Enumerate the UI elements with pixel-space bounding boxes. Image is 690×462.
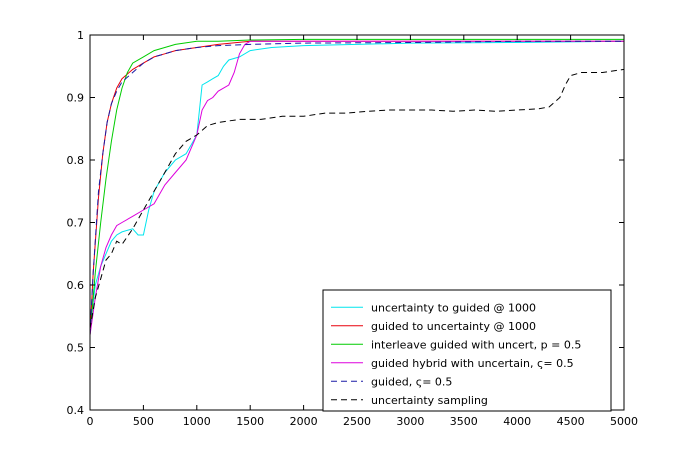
legend-label-0: uncertainty to guided @ 1000 xyxy=(371,301,536,314)
x-tick-label: 1000 xyxy=(183,415,211,428)
y-tick-label: 0.8 xyxy=(67,154,85,167)
y-tick-label: 1 xyxy=(77,29,84,42)
legend: uncertainty to guided @ 1000 guided to un… xyxy=(322,289,612,412)
y-tick-label: 0.5 xyxy=(67,342,85,355)
x-tick-label: 2500 xyxy=(343,415,371,428)
series-line-2 xyxy=(89,38,624,336)
x-tick-label: 4500 xyxy=(557,415,585,428)
x-tick-label: 4000 xyxy=(503,415,531,428)
series-line-4 xyxy=(89,40,624,336)
y-tick-label: 0.6 xyxy=(67,279,85,292)
x-tick-label: 3000 xyxy=(396,415,424,428)
x-tick-label: 2000 xyxy=(290,415,318,428)
x-tick-label: 500 xyxy=(133,415,154,428)
y-tick-label: 0.7 xyxy=(67,217,85,230)
legend-box xyxy=(322,289,612,412)
series-line-5 xyxy=(89,68,625,329)
legend-label-5: uncertainty sampling xyxy=(371,394,488,407)
series-layer xyxy=(89,38,625,336)
legend-label-4: guided, ς= 0.5 xyxy=(371,375,452,388)
axes: 0 500 1000 1500 2000 2500 3000 3500 4000 4500 5000… xyxy=(67,29,639,428)
x-tick-label: 1500 xyxy=(236,415,264,428)
series-line-0 xyxy=(89,40,625,329)
y-tick-label: 0.9 xyxy=(67,92,85,105)
x-tick-label: 3500 xyxy=(450,415,478,428)
y-tick-label: 0.4 xyxy=(67,404,85,417)
x-tick-label: 0 xyxy=(87,415,94,428)
legend-label-1: guided to uncertainty @ 1000 xyxy=(371,320,536,333)
legend-label-2: interleave guided with uncert, p = 0.5 xyxy=(371,338,581,351)
legend-label-3: guided hybrid with uncertain, ς= 0.5 xyxy=(371,357,574,370)
x-tick-label: 5000 xyxy=(610,415,638,428)
